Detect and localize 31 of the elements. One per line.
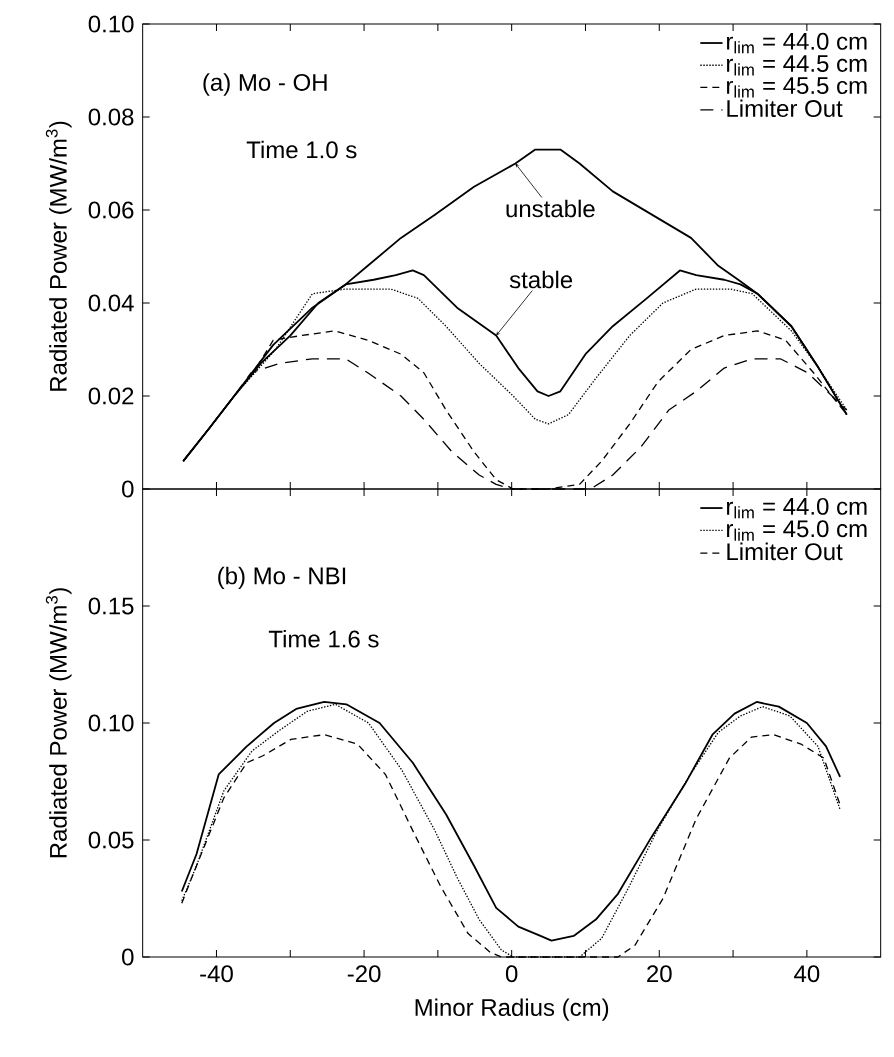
x-tick-label: 40 — [794, 965, 820, 983]
legend-label: r$_{lim}$ = 45.0 cm — [727, 520, 867, 541]
x-tick-label: -20 — [347, 965, 381, 983]
y-tick-label: 0.06 — [88, 201, 134, 219]
legend-label: r$_{lim}$ = 44.0 cm — [727, 32, 867, 54]
annotation: (a) Mo - OH — [203, 73, 327, 96]
y-tick-label: 0.08 — [88, 108, 134, 126]
y-tick-label: 0.05 — [88, 831, 134, 849]
y-axis-title: Radiated Power (MW/m$^{3}$) — [46, 588, 72, 858]
legend-label: r$_{lim}$ = 44.0 cm — [727, 497, 867, 519]
annotation: stable — [510, 270, 573, 289]
legend-label: Limiter Out — [727, 542, 843, 561]
annotation: Time 1.0 s — [246, 140, 357, 159]
y-tick-label: 0.10 — [88, 714, 134, 732]
legend-label: r$_{lim}$ = 44.5 cm — [727, 55, 867, 76]
y-tick-label: 0.10 — [88, 15, 134, 33]
y-tick-label: 0.02 — [88, 387, 134, 405]
y-tick-label: 0.04 — [88, 294, 134, 312]
y-tick-label: 0.15 — [88, 597, 134, 615]
y-tick-label: 0 — [122, 948, 134, 966]
x-axis-title: Minor Radius (cm) — [415, 998, 609, 1021]
y-tick-label: 0 — [122, 480, 134, 498]
y-axis-title: Radiated Power (MW/m$^{3}$) — [46, 121, 72, 391]
legend-label: r$_{lim}$ = 45.5 cm — [727, 77, 867, 98]
x-tick-label: 0 — [506, 965, 518, 983]
legend-label: Limiter Out — [727, 99, 843, 118]
annotation: Time 1.6 s — [269, 629, 379, 648]
annotation: unstable — [506, 199, 595, 218]
annotation: (b) Mo - NBI — [218, 566, 346, 590]
x-tick-label: 20 — [647, 965, 672, 983]
x-tick-label: -40 — [200, 965, 234, 983]
